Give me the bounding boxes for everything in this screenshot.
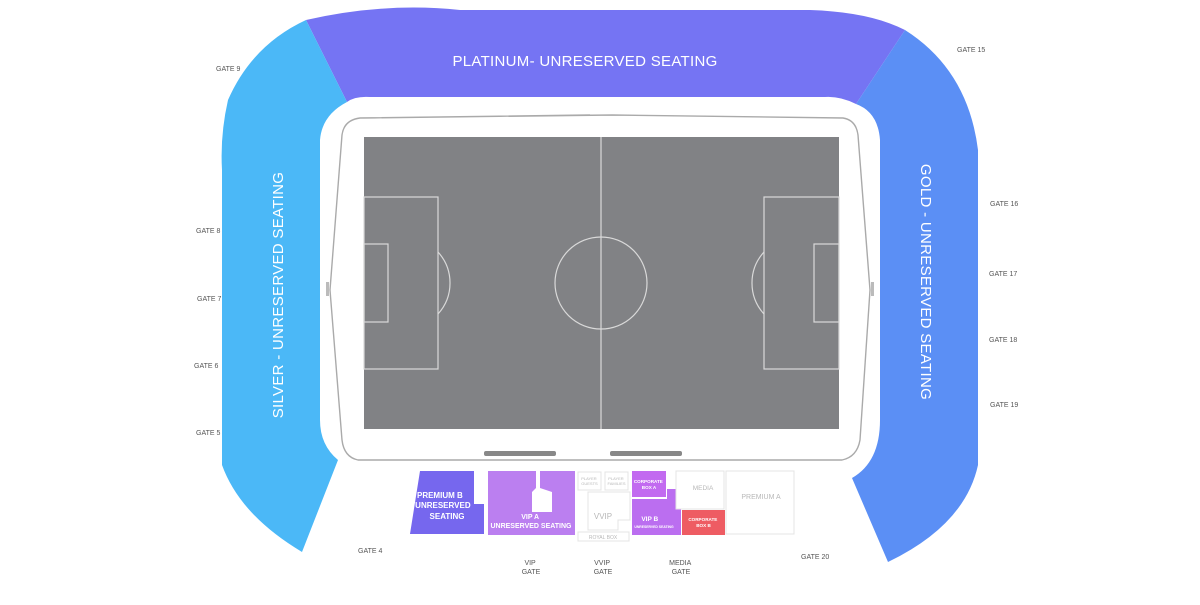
player-families-section [604, 471, 629, 491]
vip-a-label: VIP A UNRESERVED SEATING [490, 514, 572, 530]
media-gate-label: MEDIA GATE [669, 560, 693, 576]
gate-15-label: GATE 15 [957, 47, 985, 54]
gate-17-label: GATE 17 [989, 271, 1017, 278]
gold-stand-label: GOLD - UNRESERVED SEATING [917, 164, 934, 400]
platinum-stand[interactable] [306, 7, 905, 105]
football-pitch [363, 137, 840, 429]
gate-7-label: GATE 7 [197, 296, 221, 303]
player-guests-label: PLAYER GUESTS [581, 476, 598, 486]
silver-stand[interactable] [221, 20, 347, 552]
vvip-gate-label: VVIP GATE [594, 560, 613, 576]
inner-boundary-end-left [326, 282, 329, 296]
premium-b-label: PREMIUM B UNRESERVED SEATING [415, 491, 473, 521]
corporate-box-b-section[interactable] [682, 510, 725, 535]
gate-9-label: GATE 9 [216, 66, 240, 73]
premium-a-label: PREMIUM A [741, 494, 781, 501]
corporate-box-a-section[interactable] [632, 471, 666, 497]
gate-8-label: GATE 8 [196, 228, 220, 235]
gate-20-label: GATE 20 [801, 554, 829, 561]
gold-stand[interactable] [852, 30, 978, 562]
dugout-left [484, 451, 556, 456]
gate-19-label: GATE 19 [990, 402, 1018, 409]
gate-16-label: GATE 16 [990, 201, 1018, 208]
media-label: MEDIA [693, 485, 714, 492]
vvip-section [587, 491, 631, 531]
vip-a-section[interactable] [488, 471, 575, 535]
gate-4-label: GATE 4 [358, 548, 382, 555]
corporate-box-b-label: CORPORATE BOX B [688, 517, 718, 528]
inner-boundary-end-right [871, 282, 874, 296]
inner-boundary [329, 114, 871, 461]
gate-labels: GATE 9 GATE 8 GATE 7 GATE 6 GATE 5 GATE … [194, 47, 1018, 576]
vip-b-label: VIP B UNRESERVED SEATING [634, 508, 674, 529]
silver-stand-label: SILVER - UNRESERVED SEATING [270, 172, 287, 419]
premium-b-section[interactable] [410, 471, 484, 534]
media-section [675, 470, 725, 510]
royal-box-label: ROYAL BOX [589, 535, 618, 541]
gate-18-label: GATE 18 [989, 337, 1017, 344]
corporate-box-a-label: CORPORATE BOX A [634, 479, 664, 490]
vip-gate-label: VIP GATE [522, 560, 541, 576]
vip-b-section[interactable] [632, 489, 681, 535]
player-families-label: PLAYER FAMILIES [607, 476, 625, 486]
premium-a-section [725, 470, 795, 535]
dugout-right [610, 451, 682, 456]
player-guests-section [577, 471, 602, 491]
platinum-stand-label: PLATINUM- UNRESERVED SEATING [452, 53, 717, 70]
gate-5-label: GATE 5 [196, 430, 220, 437]
royal-box-section [577, 531, 630, 542]
gate-6-label: GATE 6 [194, 363, 218, 370]
vvip-label: VVIP [594, 512, 612, 521]
